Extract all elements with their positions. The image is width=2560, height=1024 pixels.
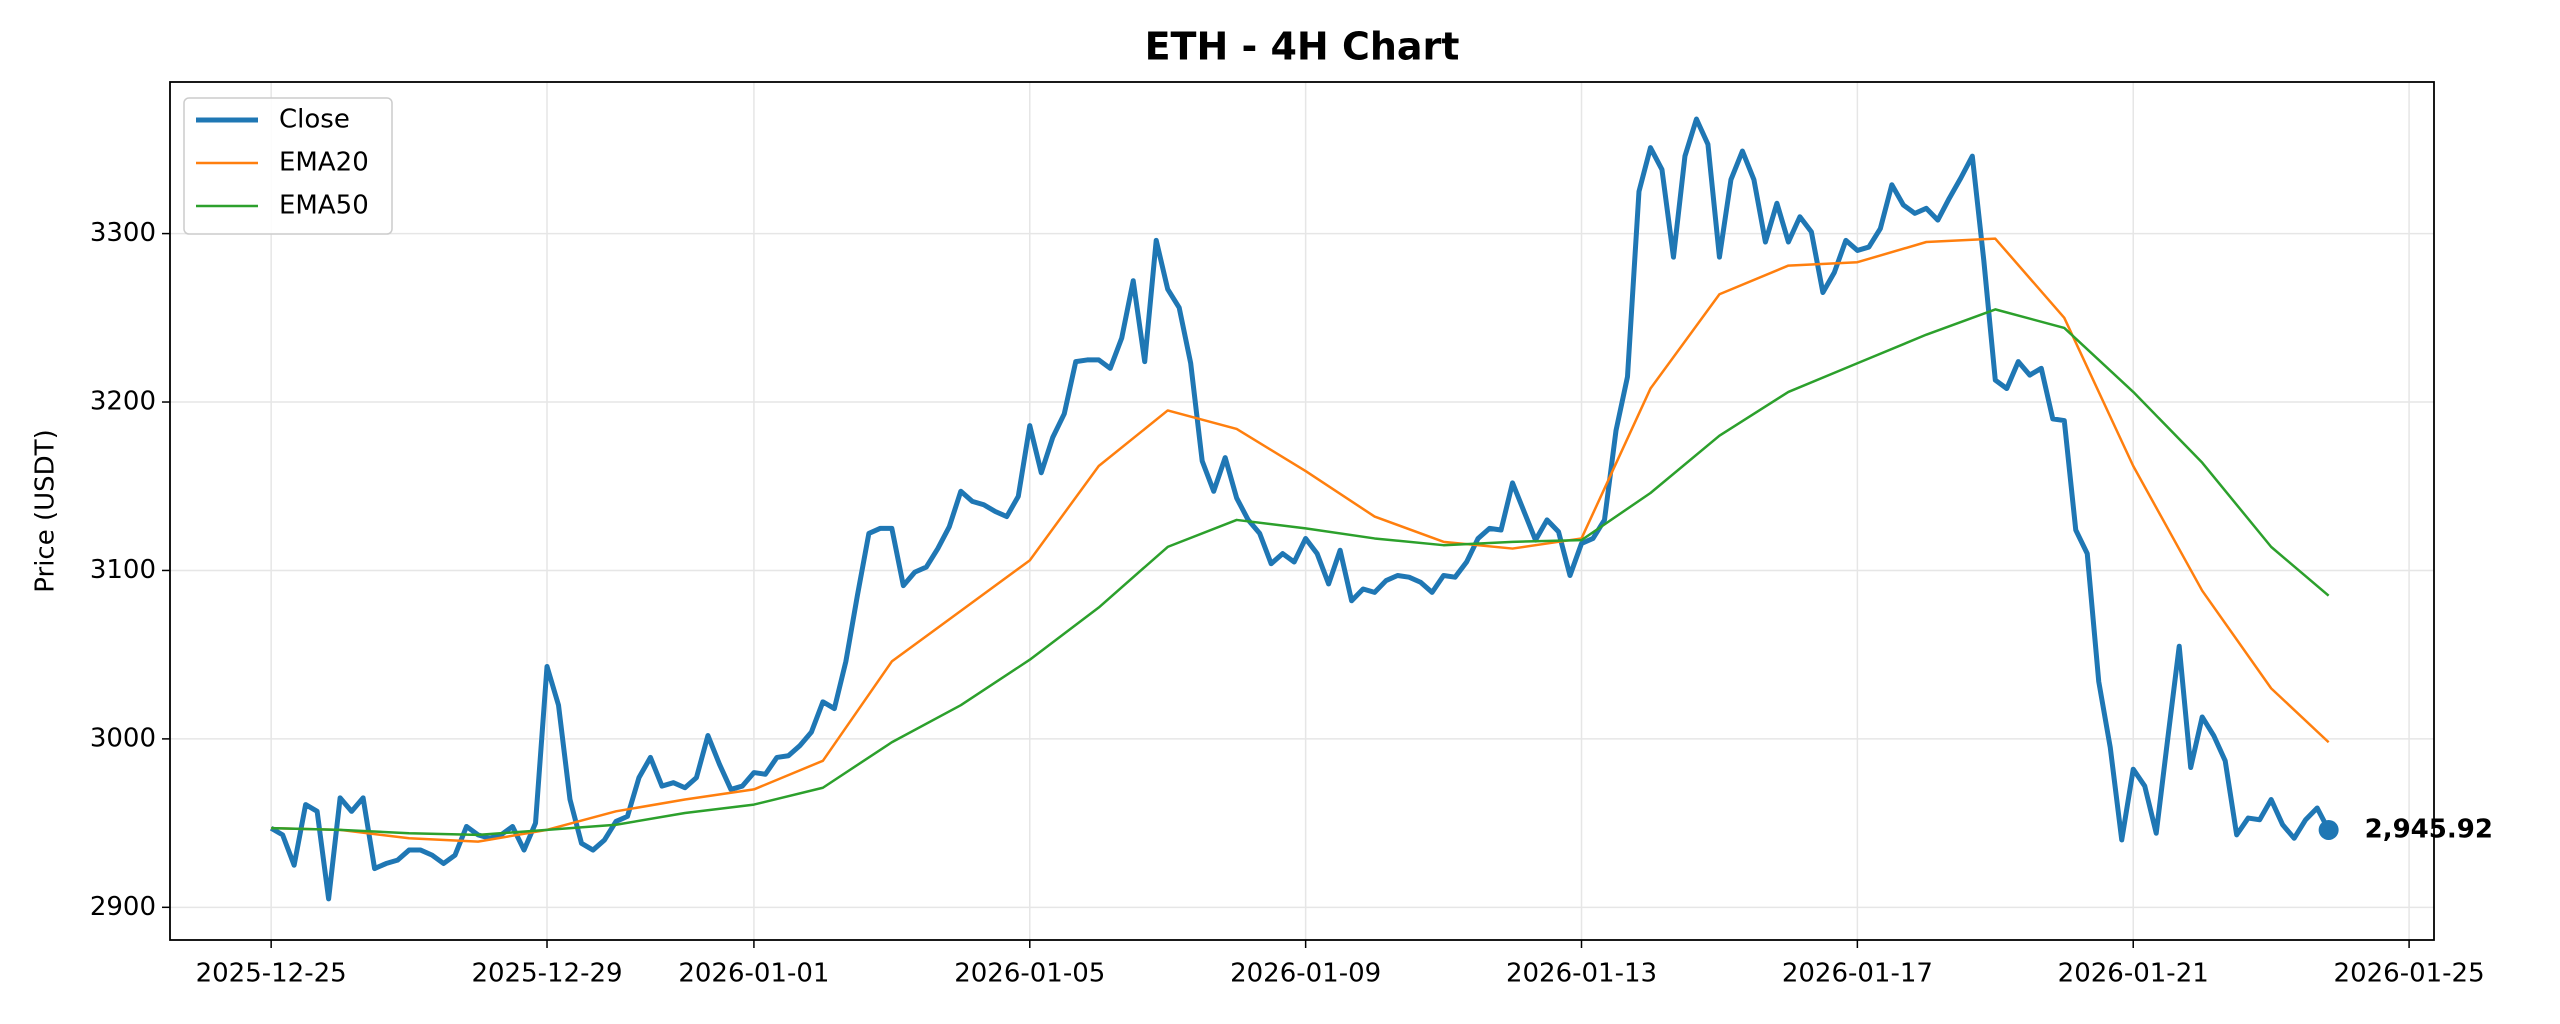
legend-label: Close [279,105,350,135]
y-tick-label: 3100 [90,555,156,585]
series-line [271,237,2330,843]
legend-box [183,97,393,235]
x-tick-label: 2026-01-05 [954,959,1105,989]
chart-title: ETH - 4H Chart [1145,25,1460,69]
grid [170,82,2434,940]
last-price-marker [2318,819,2339,840]
plot-frame [169,81,2435,941]
x-tick-label: 2026-01-17 [1782,959,1933,989]
x-tick-label: 2026-01-01 [678,959,829,989]
series-line [269,116,2331,902]
x-tick-label: 2026-01-25 [2334,959,2485,989]
x-tick-label: 2025-12-25 [196,959,347,989]
y-tick-label: 3000 [90,723,156,753]
y-tick-label: 3300 [90,218,156,248]
legend-label: EMA20 [279,148,369,178]
x-tick-label: 2026-01-13 [1506,959,1657,989]
series-line [271,308,2330,837]
y-tick-label: 3200 [90,387,156,417]
x-tick-label: 2026-01-21 [2058,959,2209,989]
y-tick-label: 2900 [90,892,156,922]
x-tick-label: 2026-01-09 [1230,959,1381,989]
legend-label: EMA50 [279,191,369,221]
last-price-label: 2,945.92 [2365,814,2493,844]
legend: Close EMA20 EMA50 [183,97,393,235]
y-axis-label: Price (USDT) [31,429,61,592]
x-tick-label: 2025-12-29 [471,959,622,989]
